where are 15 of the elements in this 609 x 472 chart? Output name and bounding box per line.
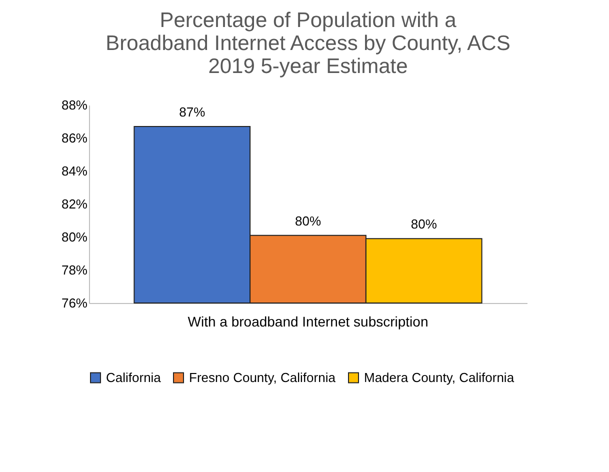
legend-label: Madera County, California [364,370,515,385]
y-tick-label: 82% [61,196,88,212]
data-label: 87% [179,104,206,120]
data-label: 80% [294,213,322,228]
y-tick-label: 84% [61,164,88,178]
y-tick-label: 78% [61,262,88,278]
y-tick-label: 86% [61,130,88,146]
data-label: 80% [410,216,438,232]
y-tick-label: 80% [61,230,88,244]
legend-label: California [106,370,162,385]
chart-title: Percentage of Population with a Broadband Internet Access by County, ACS 2019 5-year Estimate [106,9,510,78]
x-tick-label: With a broadband Internet subscription [188,314,428,330]
y-tick-label: 88% [61,98,88,112]
y-tick-label: 76% [61,296,88,310]
legend-label: Fresno County, California [189,370,336,385]
